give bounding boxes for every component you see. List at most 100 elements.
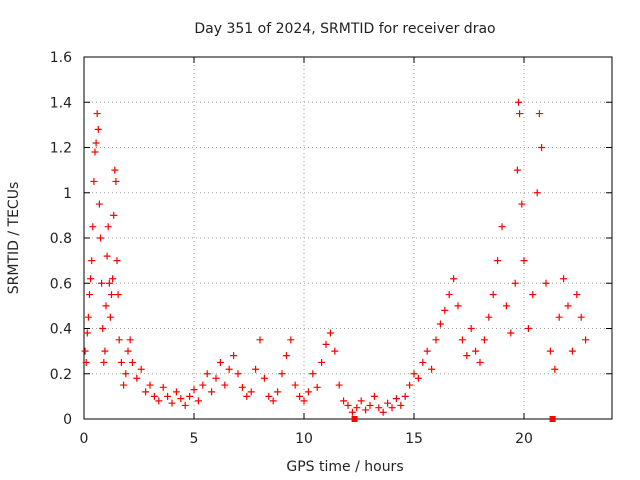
data-point-marker: [384, 399, 392, 407]
data-point-marker: [114, 291, 122, 299]
data-point-marker: [103, 252, 111, 260]
data-point-marker: [582, 336, 590, 344]
data-point-marker: [291, 381, 299, 389]
axis-ticks: 0 5 10 15 20 0 0.2 0.4 0.6 0.8 1 1.2 1.4 1.6: [50, 50, 612, 447]
data-point-marker: [331, 347, 339, 355]
x-tick-label: 20: [515, 431, 533, 447]
data-point-marker: [524, 325, 532, 332]
data-point-marker: [436, 320, 444, 328]
data-point-marker: [296, 392, 304, 400]
data-point-marker: [445, 291, 453, 299]
data-point-marker: [113, 257, 121, 265]
data-point-marker: [212, 374, 220, 382]
data-point-marker: [366, 401, 374, 409]
data-point-marker: [256, 336, 264, 344]
data-point-marker: [353, 404, 361, 412]
data-point-marker: [555, 313, 563, 321]
y-tick-label: 1: [63, 186, 72, 202]
data-point-marker: [108, 291, 115, 299]
data-point-marker: [225, 365, 233, 373]
x-tick-label: 0: [80, 431, 89, 447]
data-point-marker: [159, 383, 167, 391]
data-point-marker: [513, 166, 521, 174]
data-point-marker: [494, 257, 502, 265]
data-point-marker: [133, 374, 141, 382]
data-point-marker: [450, 275, 458, 283]
data-point-marker: [516, 110, 524, 118]
data-point-marker: [81, 347, 89, 355]
data-point-marker: [480, 336, 488, 344]
data-point-marker: [265, 392, 273, 400]
data-point-marker: [564, 302, 572, 310]
data-point-marker: [104, 223, 112, 231]
data-point-marker: [117, 358, 125, 366]
data-point-marker: [234, 370, 242, 378]
data-point-marker: [91, 148, 99, 156]
x-tick-label: 15: [405, 431, 423, 447]
data-point-marker: [340, 397, 348, 405]
y-tick-label: 0.2: [50, 367, 72, 383]
data-point-marker: [401, 392, 409, 400]
data-point-marker: [454, 302, 462, 310]
data-point-marker: [414, 374, 422, 382]
data-point-marker: [260, 374, 268, 382]
data-point-marker: [375, 404, 383, 412]
data-point-marker: [142, 388, 150, 396]
data-point-marker: [84, 313, 92, 321]
data-point-marker: [100, 358, 108, 366]
data-point-marker: [168, 399, 176, 407]
data-point-marker: [309, 370, 317, 378]
data-point-marker: [379, 408, 387, 416]
data-point-marker: [278, 370, 286, 378]
data-point-marker: [146, 381, 154, 389]
y-axis-label: SRMTID / TECUs: [6, 182, 22, 295]
data-point-marker: [137, 365, 145, 373]
data-point-marker: [105, 279, 113, 287]
data-point-marker: [518, 200, 526, 208]
data-point-marker: [463, 352, 471, 360]
data-point-marker: [511, 279, 519, 287]
data-point-marker: [577, 313, 585, 321]
data-point-marker: [467, 325, 475, 332]
data-point-marker: [93, 110, 101, 118]
data-point-marker: [115, 336, 123, 344]
data-point-marker: [87, 275, 95, 283]
data-point-marker: [322, 340, 330, 348]
data-point-marker: [397, 401, 405, 409]
data-point-marker: [392, 395, 400, 403]
data-point-marker: [83, 329, 91, 337]
data-point-marker: [252, 365, 260, 373]
y-tick-label: 1.6: [50, 50, 72, 66]
zero-marker: [549, 416, 556, 422]
data-point-marker: [109, 275, 117, 283]
data-point-marker: [535, 110, 543, 118]
grid-lines: [84, 57, 612, 419]
data-point-marker: [432, 336, 440, 344]
data-point-marker: [304, 388, 312, 396]
data-point-marker: [208, 388, 216, 396]
x-tick-label: 10: [295, 431, 313, 447]
data-point-marker: [489, 291, 497, 299]
data-point-marker: [282, 352, 290, 360]
x-axis-label: GPS time / hours: [286, 459, 403, 475]
data-point-marker: [335, 381, 343, 389]
data-point-marker: [90, 177, 98, 185]
data-point-marker: [172, 388, 180, 396]
data-point-marker: [507, 329, 515, 337]
data-point-marker: [177, 395, 185, 403]
data-point-marker: [97, 234, 104, 242]
data-point-marker: [542, 279, 550, 287]
data-point-marker: [243, 392, 251, 400]
data-point-marker: [520, 257, 528, 265]
chart-title: Day 351 of 2024, SRMTID for receiver dra…: [194, 21, 495, 37]
data-point-marker: [98, 279, 106, 287]
data-point-marker: [150, 392, 158, 400]
data-point-marker: [287, 336, 295, 344]
data-point-marker: [515, 98, 522, 106]
y-tick-label: 0.6: [50, 276, 72, 292]
data-point-marker: [326, 329, 334, 337]
y-tick-label: 1.2: [50, 141, 72, 157]
data-point-marker: [126, 336, 134, 344]
data-point-marker: [423, 347, 431, 355]
